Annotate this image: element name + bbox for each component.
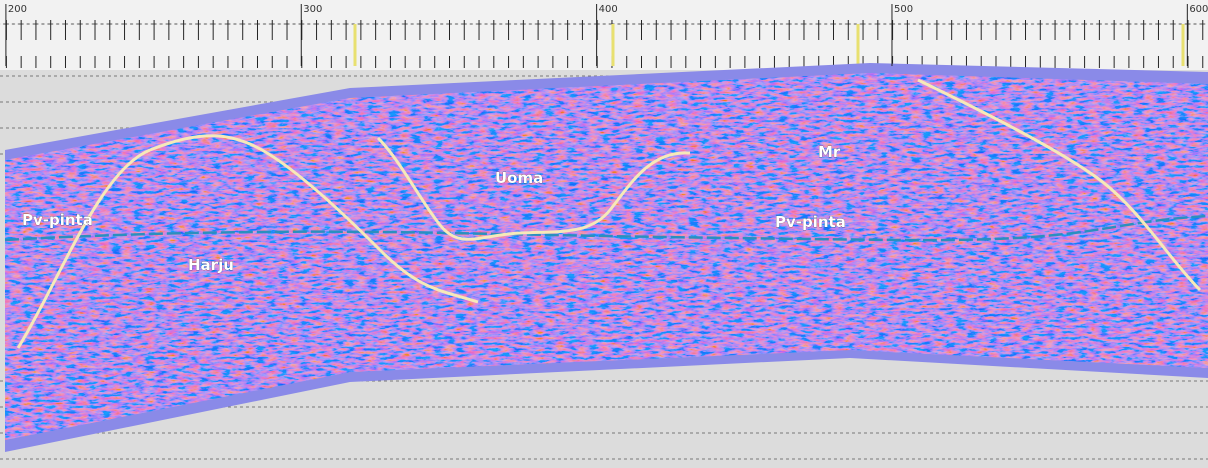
annotation: Uoma [495, 169, 543, 187]
annotation: Harju [188, 256, 234, 274]
annotation: Pv-pinta [775, 213, 846, 231]
radargram-view: 200 300 400 500 600 Pv-pinta Harju Uoma Mr Pv-pin… [0, 0, 1208, 468]
x-tick-label: 500 [894, 4, 913, 15]
annotation: Mr [818, 143, 841, 161]
ruler-minor-ticks [0, 20, 1208, 68]
x-tick-label: 200 [8, 4, 27, 15]
x-tick-label: 300 [303, 4, 322, 15]
annotation: Pv-pinta [22, 211, 93, 229]
x-tick-label: 400 [599, 4, 618, 15]
x-tick-label: 600 [1189, 4, 1208, 15]
